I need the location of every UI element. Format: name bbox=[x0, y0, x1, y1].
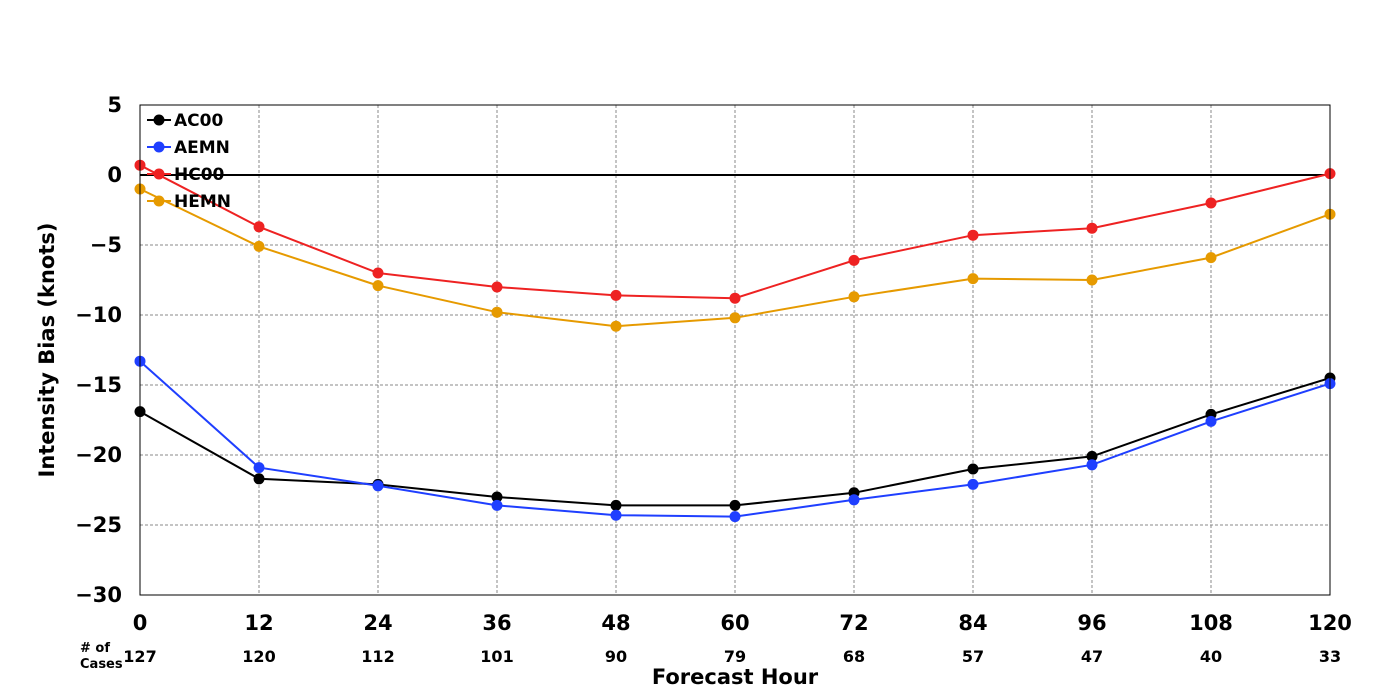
cases-title-line: # of bbox=[80, 641, 110, 656]
y-tick-label: −25 bbox=[75, 513, 122, 537]
data-point-aemn bbox=[253, 462, 265, 474]
legend: AC00 AEMN HC00 HEMN bbox=[147, 111, 231, 212]
data-point-ac00 bbox=[610, 499, 622, 511]
data-point-ac00 bbox=[729, 499, 741, 511]
data-point-hemn bbox=[253, 240, 265, 252]
data-point-aemn bbox=[729, 511, 741, 523]
legend-marker-hc00 bbox=[153, 168, 165, 180]
y-tick-label: −30 bbox=[75, 583, 122, 607]
legend-label-hemn: HEMN bbox=[174, 192, 231, 212]
y-tick-label: 5 bbox=[107, 93, 122, 117]
x-tick-label: 12 bbox=[244, 611, 273, 635]
data-point-hc00 bbox=[967, 229, 979, 241]
data-point-hc00 bbox=[372, 267, 384, 279]
y-tick-label: −10 bbox=[75, 303, 122, 327]
x-tick-label: 0 bbox=[133, 611, 148, 635]
data-point-hemn bbox=[610, 320, 622, 332]
data-point-hc00 bbox=[1086, 222, 1098, 234]
x-tick-label: 48 bbox=[601, 611, 630, 635]
legend-label-ac00: AC00 bbox=[174, 111, 223, 131]
data-point-hemn bbox=[967, 273, 979, 285]
data-point-hemn bbox=[729, 312, 741, 324]
x-tick-label: 108 bbox=[1189, 611, 1233, 635]
case-count: 40 bbox=[1200, 647, 1222, 666]
y-tick-label: −5 bbox=[90, 233, 122, 257]
case-count: 101 bbox=[480, 647, 513, 666]
plot-frame bbox=[139, 104, 1331, 596]
tick-layer: 0 12 24 36 48 60 72 84 96 108 120 5 0 −5 −10 −15 −20 −25 −… bbox=[75, 93, 1352, 635]
cases-title: # of Cases bbox=[80, 641, 123, 672]
data-point-aemn bbox=[372, 480, 384, 492]
x-tick-label: 120 bbox=[1308, 611, 1352, 635]
legend-label-aemn: AEMN bbox=[174, 138, 230, 158]
data-point-hemn bbox=[372, 280, 384, 292]
x-tick-label: 84 bbox=[958, 611, 987, 635]
data-point-hc00 bbox=[848, 254, 860, 266]
data-point-aemn bbox=[491, 499, 503, 511]
y-axis-title: Intensity Bias (knots) bbox=[35, 223, 59, 478]
data-point-aemn bbox=[1205, 415, 1217, 427]
series-hemn bbox=[134, 183, 1336, 332]
data-point-ac00 bbox=[1086, 450, 1098, 462]
x-tick-label: 60 bbox=[720, 611, 749, 635]
case-count: 57 bbox=[962, 647, 984, 666]
x-tick-label: 24 bbox=[363, 611, 392, 635]
x-tick-label: 36 bbox=[482, 611, 511, 635]
legend-label-hc00: HC00 bbox=[174, 165, 225, 185]
data-point-hc00 bbox=[729, 292, 741, 304]
y-tick-label: −20 bbox=[75, 443, 122, 467]
data-point-ac00 bbox=[491, 491, 503, 503]
x-tick-label: 72 bbox=[839, 611, 868, 635]
legend-marker-hemn bbox=[153, 195, 165, 207]
legend-marker-ac00 bbox=[153, 114, 165, 126]
case-count: 47 bbox=[1081, 647, 1103, 666]
x-tick-label: 96 bbox=[1077, 611, 1106, 635]
data-point-hemn bbox=[491, 306, 503, 318]
case-count: 33 bbox=[1319, 647, 1341, 666]
grid-layer bbox=[140, 105, 1330, 595]
x-axis-title: Forecast Hour bbox=[652, 665, 819, 689]
case-count: 90 bbox=[605, 647, 627, 666]
data-point-hc00 bbox=[253, 221, 265, 233]
cases-row: # of Cases 127 120 112 101 90 79 68 57 47 40 33 bbox=[80, 641, 1341, 672]
data-point-aemn bbox=[610, 509, 622, 521]
legend-marker-aemn bbox=[153, 141, 165, 153]
data-point-hemn bbox=[848, 291, 860, 303]
data-point-aemn bbox=[1086, 459, 1098, 471]
case-count: 79 bbox=[724, 647, 746, 666]
series-aemn bbox=[134, 355, 1336, 523]
data-point-hc00 bbox=[1205, 197, 1217, 209]
case-count: 127 bbox=[123, 647, 156, 666]
case-count: 120 bbox=[242, 647, 275, 666]
data-point-ac00 bbox=[967, 463, 979, 475]
data-point-aemn bbox=[967, 478, 979, 490]
y-tick-label: −15 bbox=[75, 373, 122, 397]
data-point-hc00 bbox=[610, 289, 622, 301]
data-point-hemn bbox=[1086, 274, 1098, 286]
data-point-ac00 bbox=[253, 473, 265, 485]
y-tick-label: 0 bbox=[107, 163, 122, 187]
series-hc00 bbox=[134, 159, 1336, 304]
cases-title-line: Cases bbox=[80, 657, 123, 672]
series-layer bbox=[134, 159, 1336, 523]
data-point-aemn bbox=[848, 494, 860, 506]
case-count: 68 bbox=[843, 647, 865, 666]
case-count: 112 bbox=[361, 647, 394, 666]
data-point-hemn bbox=[1205, 252, 1217, 264]
data-point-hc00 bbox=[491, 281, 503, 293]
